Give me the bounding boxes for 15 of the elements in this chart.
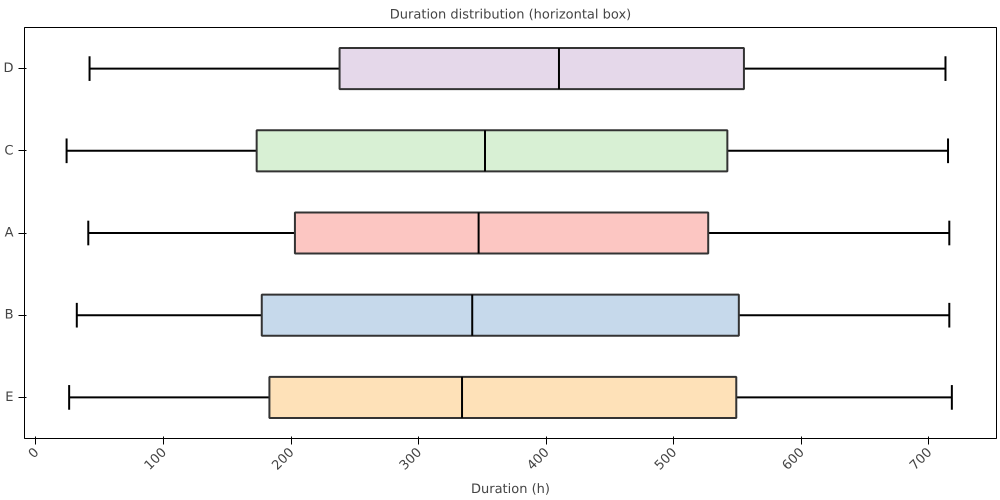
y-tick-label: C [4, 143, 14, 158]
x-tick-label: 500 [652, 445, 680, 474]
x-tick-label: 400 [524, 445, 553, 474]
chart-title: Duration distribution (horizontal box) [390, 8, 632, 22]
y-tick-label: B [4, 308, 14, 323]
y-tick-label: E [5, 390, 14, 405]
y-tick-label: A [4, 226, 14, 240]
x-tick-label: 0 [26, 445, 42, 462]
y-tick-label: D [3, 61, 14, 76]
x-tick-label: 700 [907, 445, 936, 474]
x-tick-label: 300 [396, 445, 426, 474]
x-axis-title: Duration (h) [471, 482, 550, 498]
x-tick-label: 200 [269, 445, 298, 474]
x-tick-label: 600 [780, 445, 808, 474]
x-tick-label: 100 [142, 445, 170, 474]
